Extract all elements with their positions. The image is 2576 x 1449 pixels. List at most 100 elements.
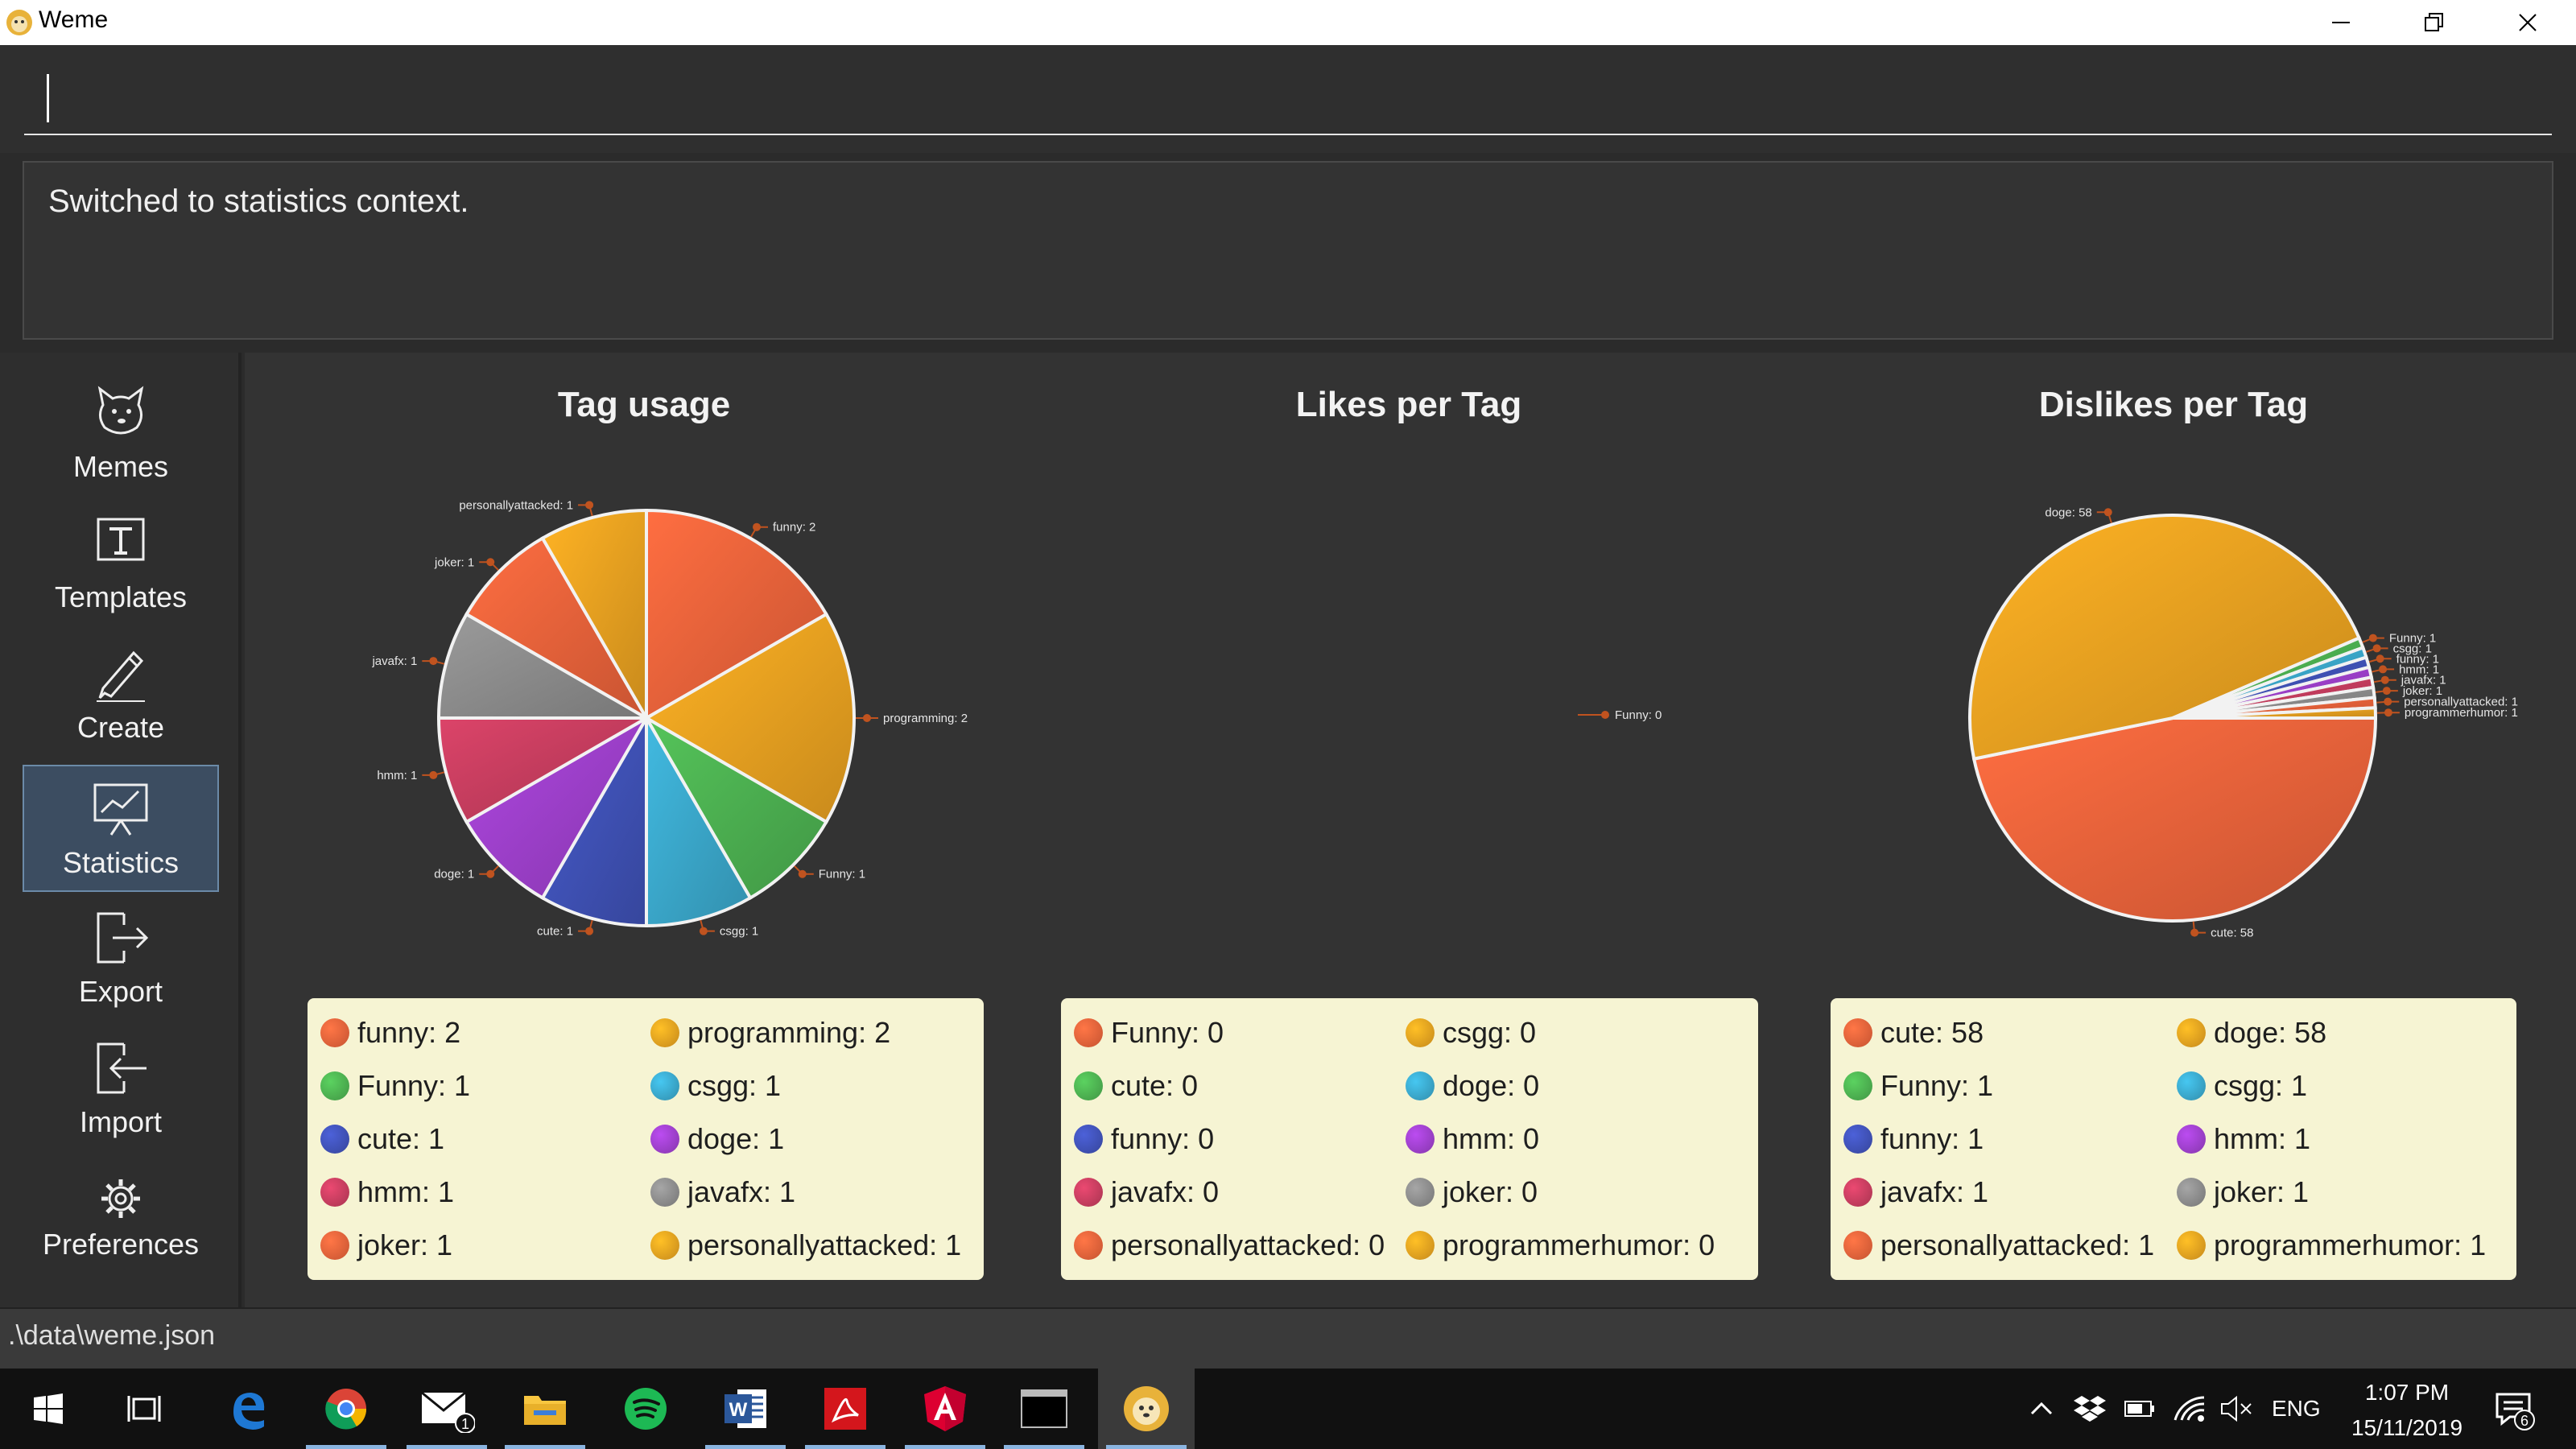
slice-label: cute: 58 bbox=[2211, 927, 2253, 940]
slice-leader-dot bbox=[585, 927, 594, 935]
slice-leader-dot bbox=[585, 501, 594, 510]
spotify-icon bbox=[625, 1388, 667, 1430]
pie-slice[interactable] bbox=[645, 712, 753, 928]
taskbar-chrome[interactable] bbox=[298, 1368, 394, 1449]
restore-button[interactable] bbox=[2388, 0, 2481, 45]
edge-icon bbox=[233, 1393, 265, 1430]
pie-slice[interactable] bbox=[436, 716, 653, 824]
pie-slice[interactable] bbox=[2172, 706, 2378, 720]
legend-swatch bbox=[1406, 1125, 1435, 1154]
legend-label: csgg: 1 bbox=[2214, 1069, 2308, 1102]
tag-usage-legend: funny: 2 programming: 2 Funny: 1 csgg: 1 cut… bbox=[308, 998, 984, 1280]
sidebar-item-statistics[interactable]: Statistics bbox=[23, 765, 219, 892]
legend-swatch bbox=[650, 1231, 679, 1260]
legend-swatch bbox=[1843, 1231, 1872, 1260]
legend-swatch bbox=[1843, 1018, 1872, 1047]
pie-slice[interactable] bbox=[642, 612, 856, 824]
legend-swatch bbox=[1074, 1071, 1103, 1100]
legend-swatch bbox=[650, 1018, 679, 1047]
dropbox-icon bbox=[2074, 1396, 2106, 1422]
window-title: Weme bbox=[39, 6, 109, 33]
slice-leader-dot bbox=[2384, 708, 2392, 717]
slice-leader-dot bbox=[429, 770, 438, 779]
pie-slice[interactable] bbox=[464, 535, 651, 723]
task-view-icon bbox=[127, 1396, 161, 1422]
pie-slice[interactable] bbox=[464, 713, 651, 901]
slice-leader-dot bbox=[2384, 697, 2392, 706]
pie-slice[interactable] bbox=[642, 713, 829, 901]
sidebar-item-preferences[interactable]: Preferences bbox=[23, 1154, 219, 1282]
legend-item: funny: 1 bbox=[1843, 1122, 1984, 1156]
show-hidden-icons-button[interactable] bbox=[2027, 1368, 2056, 1449]
clock[interactable]: 1:07 PM 15/11/2019 bbox=[2326, 1375, 2487, 1446]
pie-slice[interactable] bbox=[436, 612, 653, 720]
statistics-icon bbox=[93, 783, 148, 836]
dropbox-tray[interactable] bbox=[2074, 1368, 2106, 1449]
doge-icon bbox=[97, 386, 144, 435]
slice-label: personallyattacked: 1 bbox=[2404, 696, 2518, 709]
taskbar-acrobat[interactable] bbox=[797, 1368, 894, 1449]
sidebar-item-export[interactable]: Export bbox=[23, 894, 219, 1021]
slice-leader-dot bbox=[2368, 634, 2377, 642]
legend-item: joker: 1 bbox=[320, 1228, 452, 1262]
volume-tray[interactable] bbox=[2220, 1368, 2256, 1449]
legend-item: csgg: 1 bbox=[2177, 1069, 2307, 1103]
taskbar-spotify[interactable] bbox=[597, 1368, 694, 1449]
pie-slice[interactable] bbox=[540, 712, 648, 928]
command-input[interactable] bbox=[24, 71, 2552, 135]
sidebar-item-templates[interactable]: Templates bbox=[23, 499, 219, 626]
sidebar-item-import[interactable]: Import bbox=[23, 1024, 219, 1151]
taskbar-edge[interactable] bbox=[200, 1368, 296, 1449]
network-tray[interactable] bbox=[2174, 1368, 2206, 1449]
file-path-status: .\data\weme.json bbox=[8, 1320, 216, 1351]
legend-swatch bbox=[320, 1178, 349, 1207]
clock-time: 1:07 PM bbox=[2364, 1380, 2450, 1405]
sidebar-item-memes[interactable]: Memes bbox=[23, 369, 219, 496]
legend-swatch bbox=[650, 1178, 679, 1207]
pie-slice[interactable] bbox=[540, 508, 648, 724]
wifi-icon bbox=[2174, 1396, 2205, 1422]
weme-app-icon bbox=[6, 10, 32, 35]
slice-leader-dot bbox=[2103, 508, 2112, 517]
result-display bbox=[23, 161, 2553, 340]
language-indicator[interactable]: ENG bbox=[2272, 1396, 2321, 1421]
battery-tray[interactable] bbox=[2124, 1368, 2156, 1449]
sidebar-item-label: Templates bbox=[54, 580, 188, 613]
taskbar-angular[interactable] bbox=[897, 1368, 993, 1449]
angular-icon bbox=[924, 1386, 966, 1431]
minimize-button[interactable] bbox=[2294, 0, 2388, 45]
legend-label: programmerhumor: 0 bbox=[1443, 1228, 1715, 1261]
minimize-icon bbox=[2332, 22, 2350, 23]
legend-swatch bbox=[2177, 1231, 2206, 1260]
slice-label: javafx: 1 bbox=[371, 654, 417, 668]
legend-swatch bbox=[2177, 1018, 2206, 1047]
taskbar-mail[interactable]: 1 bbox=[398, 1368, 495, 1449]
sidebar-item-label: Statistics bbox=[62, 846, 180, 879]
slice-leader-dot bbox=[486, 558, 495, 567]
gear-icon bbox=[101, 1179, 140, 1218]
task-view-button[interactable] bbox=[97, 1368, 193, 1449]
taskbar-terminal[interactable] bbox=[996, 1368, 1092, 1449]
close-icon bbox=[2519, 14, 2537, 31]
legend-swatch bbox=[320, 1125, 349, 1154]
legend-item: javafx: 1 bbox=[1843, 1175, 1988, 1209]
taskbar-word[interactable]: W bbox=[697, 1368, 794, 1449]
sidebar-item-create[interactable]: Create bbox=[23, 630, 219, 757]
start-button[interactable] bbox=[0, 1368, 97, 1449]
legend-swatch bbox=[1406, 1071, 1435, 1100]
legend-label: javafx: 1 bbox=[1880, 1175, 1989, 1208]
notifications-button[interactable]: 6 bbox=[2492, 1368, 2537, 1449]
legend-item: Funny: 0 bbox=[1074, 1016, 1224, 1050]
taskbar-weme[interactable] bbox=[1098, 1368, 1195, 1449]
legend-label: javafx: 1 bbox=[687, 1175, 796, 1208]
legend-label: hmm: 0 bbox=[1443, 1122, 1540, 1155]
taskbar-file-explorer[interactable] bbox=[497, 1368, 593, 1449]
slice-label: Funny: 1 bbox=[2389, 632, 2436, 646]
close-button[interactable] bbox=[2481, 0, 2574, 45]
pie-slice[interactable] bbox=[1971, 716, 2378, 923]
volume-muted-icon bbox=[2221, 1395, 2252, 1422]
pie-slice[interactable] bbox=[645, 508, 829, 721]
legend-swatch bbox=[2177, 1125, 2206, 1154]
pie-slice[interactable] bbox=[1968, 514, 2362, 762]
legend-swatch bbox=[650, 1071, 679, 1100]
